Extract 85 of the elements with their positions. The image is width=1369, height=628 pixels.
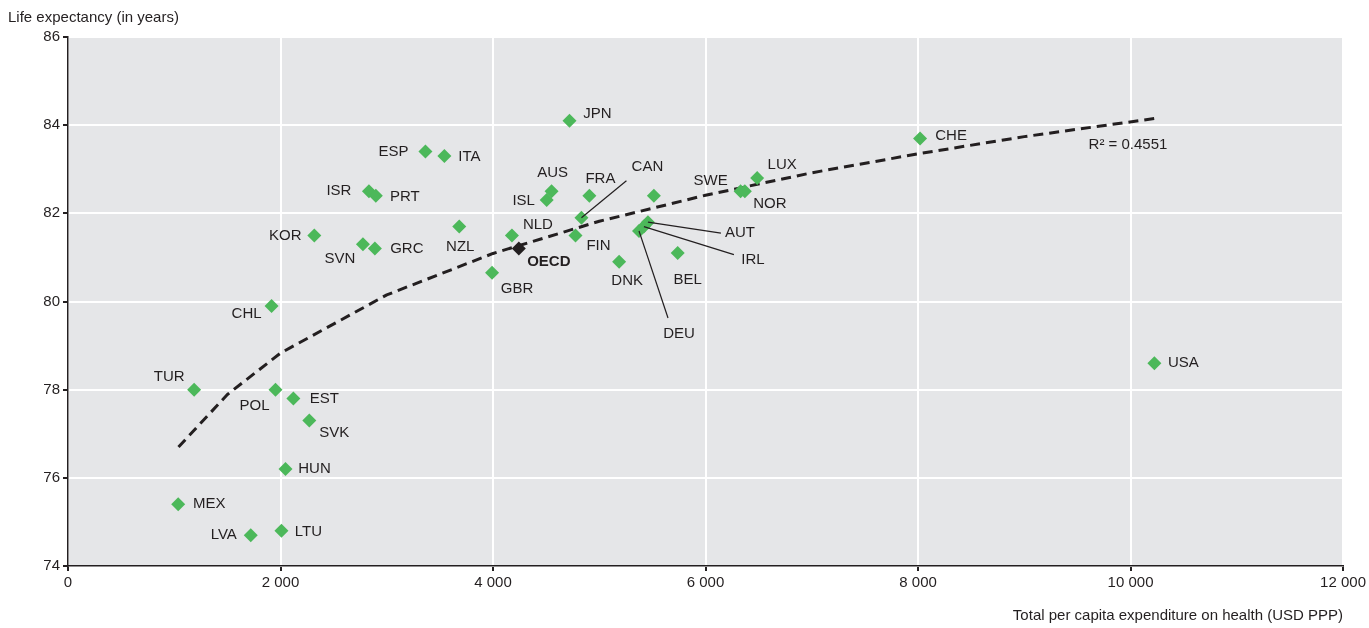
x-tick-label: 12 000	[1320, 573, 1367, 591]
point	[544, 184, 559, 199]
y-axis-title: Life expectancy (in years)	[8, 8, 179, 25]
data-label: TUR	[153, 366, 185, 384]
point	[568, 228, 583, 243]
point	[562, 113, 577, 128]
data-label: SVN	[324, 249, 356, 267]
data-label: DNK	[611, 270, 643, 288]
data-label: HUN	[298, 459, 331, 477]
data-label: AUT	[724, 223, 755, 241]
x-tick-label: 8 000	[899, 573, 937, 591]
data-label: IRL	[741, 249, 765, 267]
data-label: FRA	[585, 168, 616, 186]
data-label: LTU	[294, 521, 323, 539]
x-tick-label: 10 000	[1107, 573, 1154, 591]
data-label: GRC	[390, 238, 424, 256]
data-label: ISR	[326, 181, 352, 199]
data-label: FIN	[586, 235, 611, 253]
data-label: POL	[239, 395, 270, 413]
data-label: LUX	[767, 155, 797, 173]
point	[574, 210, 589, 225]
point	[264, 298, 279, 313]
x-tick-label: 0	[63, 573, 73, 591]
data-label: NOR	[753, 194, 787, 212]
data-label: EST	[309, 388, 339, 406]
data-label: KOR	[269, 225, 302, 243]
data-label: GBR	[500, 278, 534, 296]
y-tick-label: 82	[43, 203, 60, 221]
point	[452, 219, 467, 234]
point	[632, 223, 647, 238]
data-label: SWE	[693, 171, 728, 189]
annotation: R² = 0.4551	[1088, 135, 1168, 153]
data-label: JPN	[583, 103, 612, 121]
point	[268, 382, 283, 397]
data-label: BEL	[673, 270, 702, 288]
data-label: AUS	[537, 163, 568, 181]
data-label: USA	[1167, 353, 1199, 371]
data-label: OECD	[527, 251, 571, 269]
point	[274, 523, 289, 538]
point	[307, 228, 322, 243]
y-tick-label: 76	[43, 467, 60, 485]
point	[539, 193, 554, 208]
data-label: NZL	[446, 236, 475, 254]
x-axis-title: Total per capita expenditure on health (USD PPP)	[1012, 606, 1344, 623]
point	[187, 382, 202, 397]
point	[286, 391, 301, 406]
point	[302, 413, 317, 428]
point	[750, 171, 765, 186]
x-tick-label: 6 000	[686, 573, 725, 591]
y-tick-label: 78	[43, 379, 60, 397]
point	[612, 254, 627, 269]
point	[368, 188, 383, 203]
data-label: MEX	[192, 494, 226, 512]
y-tick-label: 80	[43, 291, 60, 309]
point	[1147, 356, 1162, 371]
data-label: PRT	[389, 186, 420, 204]
point	[485, 265, 500, 280]
y-tick-label: 86	[43, 27, 60, 45]
data-label: LVA	[210, 525, 237, 543]
point	[367, 241, 382, 256]
data-label: DEU	[663, 324, 695, 342]
data-label: NLD	[522, 214, 554, 232]
point	[646, 188, 661, 203]
data-label: SVK	[319, 422, 350, 440]
data-label: CAN	[631, 156, 664, 174]
point	[582, 188, 597, 203]
point	[511, 241, 526, 256]
data-label: ESP	[378, 141, 409, 159]
point	[504, 228, 519, 243]
point	[670, 246, 685, 261]
data-label: ISL	[512, 191, 535, 209]
point	[418, 144, 433, 159]
data-label: CHE	[935, 125, 967, 143]
data-label: CHL	[231, 304, 262, 322]
point	[437, 149, 452, 164]
point	[243, 528, 258, 543]
point	[355, 237, 370, 252]
y-tick-label: 74	[43, 556, 60, 574]
x-tick-label: 2 000	[261, 573, 300, 591]
point	[171, 497, 186, 512]
y-tick-label: 84	[43, 115, 60, 133]
data-label: ITA	[458, 147, 481, 165]
point	[278, 462, 293, 477]
x-tick-label: 4 000	[474, 573, 512, 591]
point	[913, 131, 928, 146]
